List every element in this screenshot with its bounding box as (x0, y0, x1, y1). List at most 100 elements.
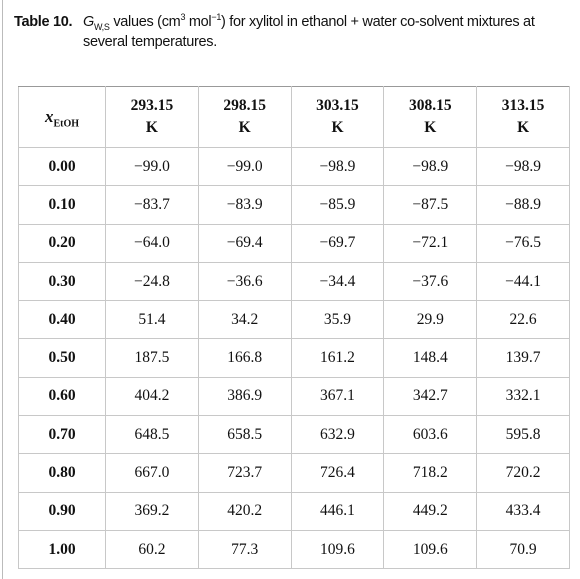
cell: 34.2 (197, 300, 292, 340)
cell: 342.7 (383, 376, 478, 417)
table-row: 0.90 369.2 420.2 446.1 449.2 433.4 (18, 491, 570, 531)
table-row: 0.10 −83.7 −83.9 −85.9 −87.5 −88.9 (18, 185, 570, 225)
symbol-subscript: W,S (93, 21, 110, 32)
cell: −88.9 (476, 185, 570, 225)
cell: 404.2 (105, 376, 199, 417)
cell: 367.1 (290, 376, 385, 417)
cell: 667.0 (105, 453, 199, 493)
cell: 51.4 (105, 300, 199, 340)
cell: 29.9 (383, 300, 478, 340)
superscript: 3 (180, 12, 186, 23)
cell: 449.2 (383, 491, 478, 531)
row-label: 0.80 (18, 453, 106, 493)
cell: 420.2 (197, 491, 292, 531)
cell: 60.2 (105, 529, 199, 570)
row-label: 0.30 (18, 261, 106, 302)
cell: −99.0 (105, 146, 199, 187)
table-row: 0.70 648.5 658.5 632.9 603.6 595.8 (18, 415, 570, 455)
symbol: x (44, 107, 54, 126)
table-body: 0.00 −99.0 −99.0 −98.9 −98.9 −98.9 0.10 −83.7 −8… (18, 146, 570, 570)
table-row: 1.00 60.2 77.3 109.6 109.6 70.9 (18, 529, 570, 570)
row-label: 0.00 (18, 146, 106, 187)
row-label: 0.90 (18, 491, 106, 531)
cell: 726.4 (290, 453, 385, 493)
cell: −24.8 (105, 261, 199, 302)
cell: 386.9 (197, 376, 292, 417)
row-label: 0.70 (18, 415, 106, 455)
row-label: 0.60 (18, 376, 106, 417)
cell: 648.5 (105, 415, 199, 455)
header-row: xEtOH 293.15 K 298.15 K 303.15 K 308.15 K 31… (18, 86, 570, 148)
cell: −69.4 (197, 223, 292, 263)
cell: 723.7 (197, 453, 292, 493)
cell: −98.9 (290, 146, 385, 187)
table-row: 0.40 51.4 34.2 35.9 29.9 22.6 (18, 300, 570, 340)
text: ) for xylitol in ethanol + water co-solv… (83, 14, 535, 50)
column-header: 298.15 K (197, 86, 292, 148)
superscript: −1 (211, 12, 222, 23)
text: values (cm (109, 14, 181, 30)
subscript: EtOH (53, 118, 80, 130)
cell: −76.5 (476, 223, 570, 263)
column-header: 303.15 K (290, 86, 385, 148)
cell: 187.5 (105, 338, 199, 378)
column-header: 293.15 K (105, 86, 199, 148)
cell: 109.6 (290, 529, 385, 570)
cell: 22.6 (476, 300, 570, 340)
cell: −37.6 (383, 261, 478, 302)
cell: −87.5 (383, 185, 478, 225)
cell: −34.4 (290, 261, 385, 302)
column-header: 313.15 K (476, 86, 570, 148)
caption: Table 10. GW,S values (cm3 mol−1) for xy… (14, 12, 564, 52)
caption-label: Table 10. (14, 14, 73, 30)
cell: −98.9 (476, 146, 570, 187)
cell: −69.7 (290, 223, 385, 263)
cell: 595.8 (476, 415, 570, 455)
table-row: 0.50 187.5 166.8 161.2 148.4 139.7 (18, 338, 570, 378)
cell: −83.9 (197, 185, 292, 225)
cell: 148.4 (383, 338, 478, 378)
row-label: 0.10 (18, 185, 106, 225)
cell: −99.0 (197, 146, 292, 187)
cell: −44.1 (476, 261, 570, 302)
cell: −36.6 (197, 261, 292, 302)
table-row: 0.20 −64.0 −69.4 −69.7 −72.1 −76.5 (18, 223, 570, 263)
symbol: G (83, 14, 94, 30)
cell: 720.2 (476, 453, 570, 493)
caption-text: GW,S values (cm3 mol−1) for xylitol in e… (83, 12, 564, 52)
cell: −83.7 (105, 185, 199, 225)
cell: 369.2 (105, 491, 199, 531)
column-header: 308.15 K (383, 86, 478, 148)
row-label-header: xEtOH (18, 86, 106, 148)
text: mol (185, 14, 212, 30)
cell: 433.4 (476, 491, 570, 531)
table-row: 0.80 667.0 723.7 726.4 718.2 720.2 (18, 453, 570, 493)
cell: 109.6 (383, 529, 478, 570)
table-row: 0.60 404.2 386.9 367.1 342.7 332.1 (18, 376, 570, 417)
cell: −98.9 (383, 146, 478, 187)
data-table: xEtOH 293.15 K 298.15 K 303.15 K 308.15 K 31… (18, 86, 570, 570)
cell: 332.1 (476, 376, 570, 417)
cell: −64.0 (105, 223, 199, 263)
cell: 718.2 (383, 453, 478, 493)
row-label: 0.20 (18, 223, 106, 263)
cell: −72.1 (383, 223, 478, 263)
cell: −85.9 (290, 185, 385, 225)
cell: 139.7 (476, 338, 570, 378)
cell: 603.6 (383, 415, 478, 455)
cell: 658.5 (197, 415, 292, 455)
table-row: 0.00 −99.0 −99.0 −98.9 −98.9 −98.9 (18, 146, 570, 187)
cell: 161.2 (290, 338, 385, 378)
row-label: 1.00 (18, 529, 106, 570)
cell: 70.9 (476, 529, 570, 570)
table-row: 0.30 −24.8 −36.6 −34.4 −37.6 −44.1 (18, 261, 570, 302)
cell: 77.3 (197, 529, 292, 570)
cell: 35.9 (290, 300, 385, 340)
cell: 446.1 (290, 491, 385, 531)
cell: 632.9 (290, 415, 385, 455)
row-label: 0.40 (18, 300, 106, 340)
row-label: 0.50 (18, 338, 106, 378)
cell: 166.8 (197, 338, 292, 378)
